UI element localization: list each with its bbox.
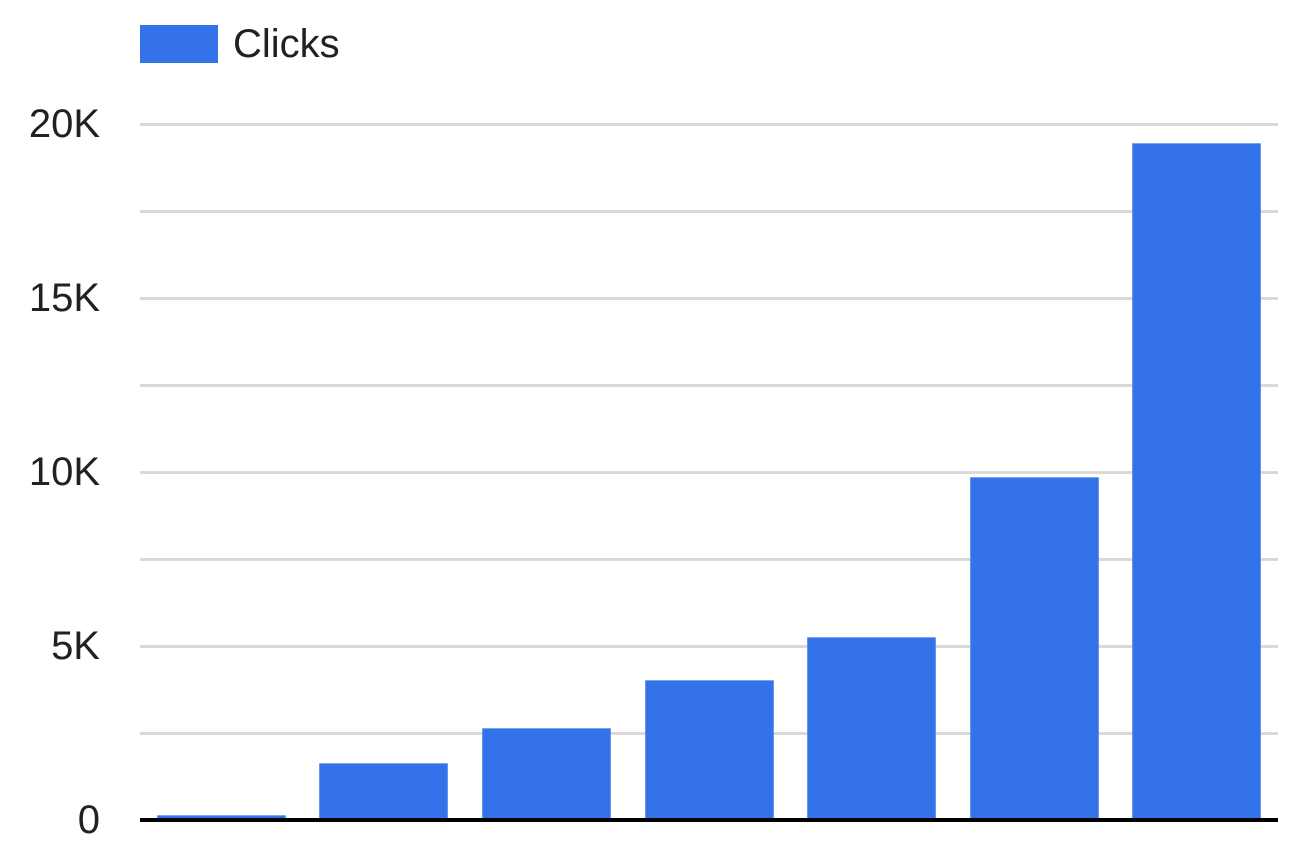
y-axis-tick-label: 20K (28, 102, 100, 146)
gridline (140, 557, 1278, 561)
bar-clicks-5[interactable] (807, 636, 937, 820)
gridline (140, 383, 1278, 387)
x-axis-line (140, 818, 1278, 822)
legend: Clicks (140, 22, 340, 66)
bar-clicks-6[interactable] (969, 476, 1099, 820)
legend-label: Clicks (233, 22, 340, 66)
gridline (140, 296, 1278, 300)
bar-clicks-1[interactable] (156, 814, 286, 820)
bar-clicks-2[interactable] (319, 762, 449, 820)
bar-clicks-3[interactable] (481, 728, 611, 820)
y-axis-tick-label: 0 (77, 798, 100, 842)
bar-clicks-4[interactable] (644, 680, 774, 820)
y-axis-tick-label: 10K (28, 450, 100, 494)
gridline (140, 209, 1278, 213)
bar-clicks-7[interactable] (1132, 143, 1262, 820)
legend-swatch-clicks (140, 25, 218, 63)
gridline (140, 470, 1278, 474)
plot-area (140, 122, 1278, 822)
gridline (140, 122, 1278, 126)
y-axis: 0 5K 10K 15K 20K (0, 104, 100, 840)
y-axis-tick-label: 15K (28, 276, 100, 320)
y-axis-tick-label: 5K (51, 624, 100, 668)
gridline (140, 644, 1278, 648)
